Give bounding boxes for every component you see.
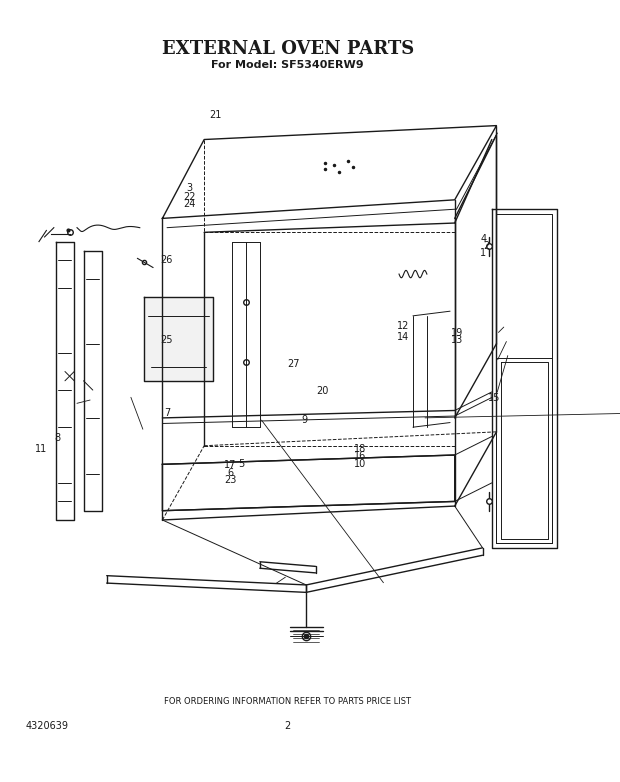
Text: 25: 25	[161, 335, 173, 345]
Text: 21: 21	[210, 110, 222, 120]
Text: 22: 22	[184, 192, 196, 202]
Text: 2: 2	[285, 721, 291, 731]
Text: 19: 19	[451, 328, 464, 338]
Text: 10: 10	[353, 458, 366, 468]
Polygon shape	[144, 297, 213, 381]
Text: 12: 12	[397, 321, 409, 331]
Text: 8: 8	[55, 433, 61, 443]
Text: 11: 11	[35, 444, 48, 454]
Text: 13: 13	[451, 335, 464, 345]
Text: 15: 15	[487, 393, 500, 404]
Text: 7: 7	[164, 407, 170, 418]
Text: 5: 5	[239, 458, 245, 468]
Text: 9: 9	[302, 415, 308, 425]
Text: 27: 27	[287, 359, 299, 369]
Text: 2: 2	[483, 241, 489, 251]
Text: EXTERNAL OVEN PARTS: EXTERNAL OVEN PARTS	[162, 40, 414, 58]
Text: 18: 18	[353, 444, 366, 454]
Text: 14: 14	[397, 332, 409, 342]
Text: 16: 16	[353, 451, 366, 461]
Text: 6: 6	[227, 468, 233, 478]
Text: 4: 4	[480, 234, 486, 244]
Text: 1: 1	[480, 248, 486, 258]
Text: 3: 3	[187, 183, 193, 193]
Text: For Model: SF5340ERW9: For Model: SF5340ERW9	[211, 60, 364, 70]
Text: 26: 26	[161, 256, 173, 265]
Text: 4320639: 4320639	[26, 721, 69, 731]
Text: 20: 20	[316, 386, 329, 396]
Text: 24: 24	[184, 199, 196, 210]
Text: FOR ORDERING INFORMATION REFER TO PARTS PRICE LIST: FOR ORDERING INFORMATION REFER TO PARTS …	[164, 698, 411, 706]
Text: 23: 23	[224, 475, 236, 486]
Text: 17: 17	[224, 460, 236, 470]
